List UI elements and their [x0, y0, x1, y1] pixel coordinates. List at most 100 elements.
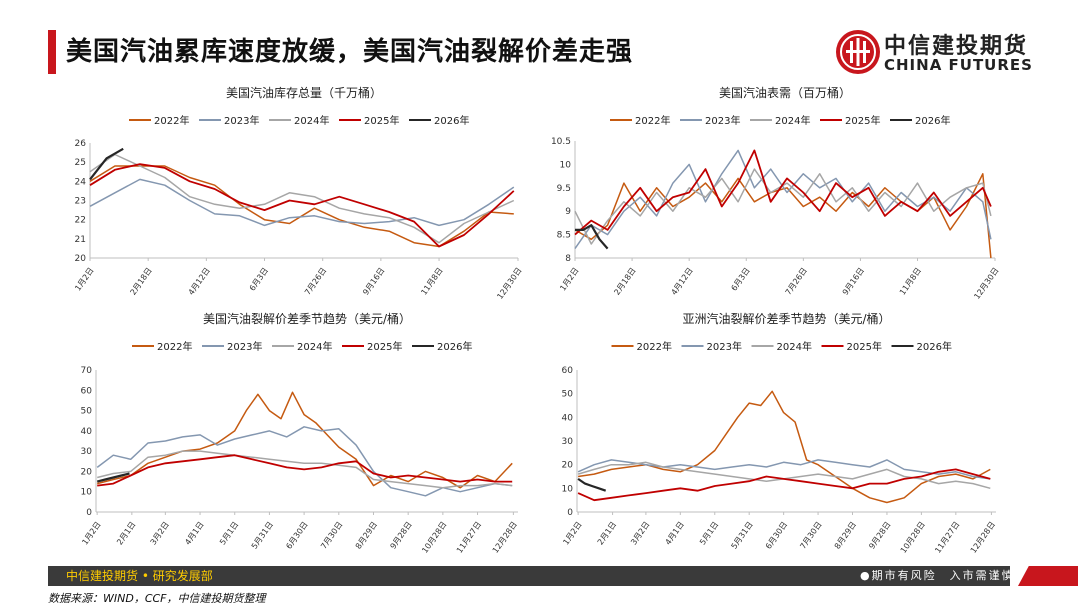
x-tick-label: 10月28日 [899, 520, 927, 555]
legend-label: 2022年 [157, 340, 192, 353]
logo-text-cn: 中信建投期货 [884, 34, 1029, 59]
legend-label: 2025年 [845, 114, 880, 127]
china-futures-logo [836, 30, 880, 74]
x-tick-label: 6月30日 [764, 520, 789, 551]
x-tick-label: 1月2日 [558, 266, 580, 293]
y-tick-label: 10.5 [551, 137, 571, 147]
x-tick-label: 7月26日 [303, 266, 328, 297]
series-line-2025年 [97, 454, 513, 487]
legend-label: 2025年 [364, 114, 399, 127]
x-tick-label: 12月28日 [969, 520, 997, 555]
y-tick-label: 22 [75, 216, 86, 226]
legend-label: 2026年 [437, 340, 472, 353]
y-tick-label: 30 [562, 437, 574, 447]
y-tick-label: 60 [562, 366, 574, 376]
x-tick-label: 5月1日 [698, 520, 720, 547]
chart-asia-gasoline-crack: 亚洲汽油裂解价差季节趋势（美元/桶） 2022年 2023年 2024年 2025年 20… [540, 306, 1020, 561]
logo-text-en: CHINA FUTURES [884, 56, 1033, 74]
y-tick-label: 20 [81, 467, 93, 477]
legend-label: 2025年 [367, 340, 402, 353]
y-tick-label: 50 [562, 390, 574, 400]
y-tick-label: 9.5 [557, 184, 571, 194]
y-tick-label: 20 [562, 461, 574, 471]
series-line-2026年 [96, 472, 130, 483]
x-tick-label: 9月16日 [361, 266, 386, 297]
legend-label: 2022年 [637, 340, 672, 353]
y-tick-label: 9 [565, 207, 571, 217]
chart-us-gasoline-demand: 美国汽油表需（百万桶） 2022年 2023年 2024年 2025年 2026年 8 8.5… [540, 80, 1020, 305]
legend-label: 2024年 [777, 340, 812, 353]
x-tick-label: 8月29日 [833, 520, 858, 551]
chart-title: 美国汽油库存总量（千万桶） [226, 85, 382, 100]
x-tick-label: 11月27日 [455, 520, 483, 555]
series-line-2025年 [574, 149, 992, 236]
series-line-2023年 [89, 178, 515, 227]
legend-label: 2025年 [847, 340, 882, 353]
y-tick-label: 50 [81, 407, 93, 417]
legend-label: 2024年 [294, 114, 329, 127]
series-line-2026年 [577, 477, 607, 492]
x-tick-label: 2月18日 [128, 266, 153, 297]
x-tick-label: 4月12日 [187, 266, 212, 297]
series-line-2022年 [97, 391, 513, 489]
y-tick-label: 10 [81, 488, 93, 498]
footer-disclaimer: ●期市有风险 入市需谨慎 [860, 569, 1015, 582]
x-tick-label: 2月1日 [115, 520, 137, 547]
data-source: 数据来源：WIND，CCF，中信建投期货整理 [48, 592, 266, 605]
x-tick-label: 7月30日 [319, 520, 344, 551]
y-tick-label: 23 [75, 197, 86, 207]
y-tick-label: 24 [75, 177, 87, 187]
x-tick-label: 7月26日 [784, 266, 809, 297]
x-tick-label: 6月3日 [730, 266, 752, 293]
x-tick-label: 10月28日 [420, 520, 448, 555]
series-line-2024年 [97, 450, 513, 489]
series-line-2023年 [577, 459, 991, 480]
y-tick-label: 21 [75, 235, 86, 245]
x-tick-label: 12月30日 [972, 266, 1000, 301]
y-tick-label: 8 [565, 254, 571, 264]
x-tick-label: 11月27日 [933, 520, 961, 555]
legend-label: 2026年 [915, 114, 950, 127]
footer-department: 中信建投期货 • 研究发展部 [66, 569, 213, 583]
page-title: 美国汽油累库速度放缓，美国汽油裂解价差走强 [66, 37, 634, 67]
series-line-2023年 [574, 149, 992, 250]
series-line-2023年 [96, 426, 513, 497]
x-tick-label: 1月2日 [80, 520, 102, 547]
x-tick-label: 4月12日 [669, 266, 694, 297]
x-tick-label: 9月28日 [388, 520, 413, 551]
legend-label: 2023年 [224, 114, 259, 127]
legend-label: 2024年 [297, 340, 332, 353]
x-tick-label: 4月1日 [664, 520, 686, 547]
legend-label: 2024年 [775, 114, 810, 127]
x-tick-label: 11月8日 [419, 266, 444, 297]
series-line-2025年 [577, 468, 991, 502]
chart-title: 美国汽油裂解价差季节趋势（美元/桶） [203, 311, 411, 326]
y-tick-label: 8.5 [557, 231, 571, 241]
legend-label: 2023年 [227, 340, 262, 353]
x-tick-label: 6月3日 [248, 266, 270, 293]
series-line-2025年 [89, 163, 515, 248]
x-tick-label: 12月28日 [491, 520, 519, 555]
footer-bar [48, 566, 1010, 586]
series-line-2024年 [574, 168, 992, 245]
legend-label: 2026年 [917, 340, 952, 353]
series-line-2022年 [577, 390, 991, 504]
y-tick-label: 10 [562, 484, 574, 494]
legend-label: 2022年 [635, 114, 670, 127]
y-tick-label: 26 [75, 139, 87, 149]
x-tick-label: 5月1日 [218, 520, 240, 547]
chart-us-gasoline-crack: 美国汽油裂解价差季节趋势（美元/桶） 2022年 2023年 2024年 2025年 20… [60, 306, 540, 561]
legend-label: 2022年 [154, 114, 189, 127]
y-tick-label: 20 [75, 254, 87, 264]
legend-label: 2023年 [705, 114, 740, 127]
y-tick-label: 10 [560, 160, 572, 170]
chart-title: 美国汽油表需（百万桶） [719, 85, 851, 100]
x-tick-label: 11月8日 [898, 266, 923, 297]
x-tick-label: 1月2日 [73, 266, 95, 293]
x-tick-label: 7月30日 [798, 520, 823, 551]
y-tick-label: 0 [567, 508, 573, 518]
title-accent-bar [48, 30, 56, 74]
x-tick-label: 4月1日 [183, 520, 205, 547]
legend-label: 2023年 [707, 340, 742, 353]
y-tick-label: 0 [86, 508, 92, 518]
